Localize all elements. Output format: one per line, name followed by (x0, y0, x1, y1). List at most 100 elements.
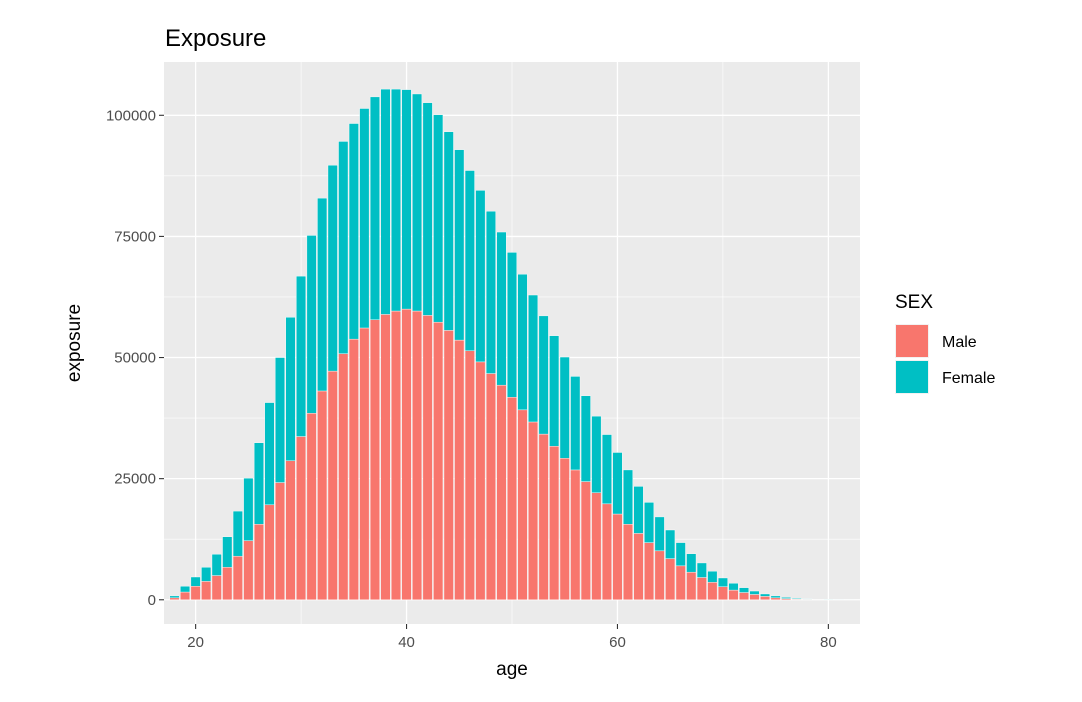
y-axis-title: exposure (64, 304, 85, 382)
bar-male-age-50 (507, 397, 517, 600)
bar-male-age-22 (211, 575, 222, 600)
bar-female-age-76 (781, 597, 792, 599)
bar-female-age-70 (717, 577, 728, 587)
bar-female-age-67 (686, 553, 697, 573)
bar-female-age-30 (296, 275, 307, 437)
bar-male-age-24 (232, 555, 243, 600)
bar-male-age-21 (201, 581, 212, 600)
bar-female-age-69 (707, 570, 718, 583)
x-tick-label: 40 (398, 634, 415, 651)
bar-female-age-64 (654, 516, 665, 552)
bar-female-age-34 (338, 141, 349, 354)
bar-male-age-61 (623, 523, 633, 600)
bar-male-age-59 (601, 503, 612, 600)
bar-female-age-74 (760, 593, 771, 597)
plot-panel (164, 62, 860, 624)
bar-male-age-42 (422, 315, 433, 600)
bar-male-age-62 (633, 533, 644, 600)
bar-female-age-51 (517, 274, 528, 411)
bar-female-age-19 (180, 586, 191, 593)
bar-male-age-26 (253, 523, 264, 600)
bar-female-age-23 (222, 536, 233, 568)
bar-male-age-25 (243, 540, 254, 600)
bar-female-age-39 (391, 88, 401, 312)
bar-female-age-18 (169, 595, 180, 599)
bar-male-age-71 (728, 589, 739, 600)
bar-male-age-41 (412, 310, 423, 600)
bar-female-age-36 (359, 108, 370, 329)
bar-male-age-39 (391, 310, 401, 600)
legend-swatch-male (896, 325, 928, 357)
bar-female-age-33 (327, 164, 338, 372)
bar-male-age-72 (739, 592, 749, 600)
legend-title: SEX (895, 292, 933, 313)
bar-female-age-49 (496, 231, 507, 386)
bar-female-age-71 (728, 583, 739, 591)
bar-male-age-57 (580, 481, 591, 600)
bar-male-age-56 (570, 469, 581, 600)
x-tick-label: 60 (609, 634, 626, 651)
y-tick-label: 25000 (114, 471, 156, 488)
bar-female-age-28 (275, 357, 285, 483)
bar-male-age-67 (686, 571, 697, 600)
legend-label-male: Male (942, 334, 977, 351)
bar-female-age-58 (591, 415, 602, 493)
bar-male-age-23 (222, 567, 233, 600)
bar-male-age-33 (327, 370, 338, 600)
bar-female-age-56 (570, 376, 581, 471)
legend-label-female: Female (942, 370, 995, 387)
bar-male-age-69 (707, 582, 718, 600)
bar-female-age-25 (243, 477, 254, 541)
bar-female-age-21 (201, 567, 212, 582)
bar-female-age-48 (485, 211, 496, 374)
bar-male-age-46 (464, 350, 475, 600)
bar-male-age-53 (538, 433, 549, 600)
y-tick-label: 75000 (114, 228, 156, 245)
bar-male-age-66 (675, 565, 686, 600)
bar-male-age-51 (517, 409, 528, 600)
bar-female-age-59 (601, 434, 612, 505)
bar-female-age-41 (412, 93, 423, 312)
bar-male-age-30 (296, 436, 307, 600)
bar-male-age-47 (475, 361, 486, 600)
bar-female-age-54 (549, 335, 560, 447)
bar-male-age-55 (559, 458, 570, 600)
bar-female-age-26 (253, 442, 264, 525)
x-tick-label: 20 (187, 634, 204, 651)
bar-male-age-68 (696, 577, 707, 600)
bar-female-age-31 (306, 235, 317, 414)
bar-female-age-46 (464, 170, 475, 351)
bar-male-age-27 (264, 504, 275, 600)
bar-female-age-44 (443, 131, 454, 331)
bar-female-age-52 (528, 294, 539, 423)
y-tick-label: 50000 (114, 350, 156, 367)
bar-male-age-31 (306, 413, 317, 600)
bar-female-age-60 (612, 452, 623, 515)
bar-female-age-73 (749, 590, 760, 595)
chart-title: Exposure (165, 25, 266, 52)
bar-female-age-65 (665, 529, 676, 559)
bar-male-age-49 (496, 384, 507, 600)
bar-male-age-40 (401, 308, 412, 600)
bar-male-age-60 (612, 513, 623, 600)
bar-female-age-68 (696, 562, 707, 578)
bar-male-age-54 (549, 445, 560, 600)
bar-female-age-75 (770, 595, 781, 599)
y-axis: 0 25000 50000 75000 100000 (106, 107, 164, 609)
bar-female-age-38 (380, 88, 391, 315)
x-axis-title: age (496, 659, 528, 680)
bar-female-age-77 (791, 598, 802, 600)
bar-female-age-57 (580, 395, 591, 482)
bar-male-age-43 (433, 321, 444, 600)
bar-female-age-29 (285, 317, 296, 461)
bar-female-age-45 (454, 149, 465, 341)
bar-male-age-70 (717, 586, 728, 600)
bar-female-age-61 (623, 469, 633, 525)
bar-male-age-52 (528, 421, 539, 600)
bar-male-age-65 (665, 558, 676, 600)
bar-female-age-40 (401, 89, 412, 310)
bar-male-age-74 (760, 596, 771, 600)
bar-female-age-22 (211, 554, 222, 576)
bar-female-age-50 (507, 252, 517, 398)
